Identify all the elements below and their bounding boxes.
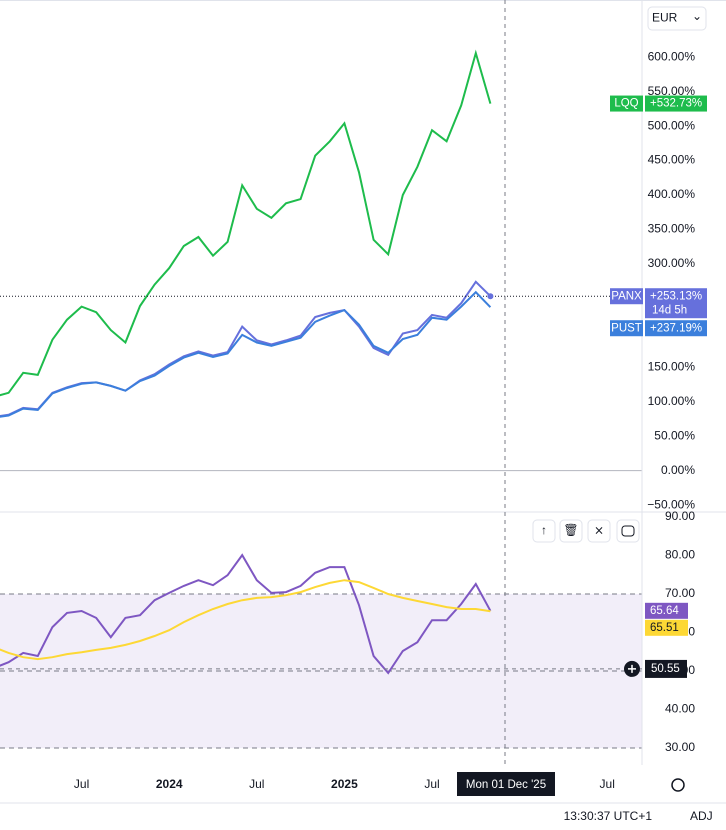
value-label: +253.13% <box>650 290 702 302</box>
value-tag <box>645 619 688 636</box>
y-tick-label: −50.00% <box>647 497 695 511</box>
x-tick-label: Jul <box>249 777 264 791</box>
crosshair-value: 50.55 <box>651 663 680 675</box>
y-tick-label: 0.00% <box>661 463 695 477</box>
line-series <box>0 280 492 418</box>
collapse-icon: ⨯ <box>594 523 604 537</box>
x-tick-label: 2025 <box>331 777 358 791</box>
crosshair-time-tag <box>457 772 555 796</box>
name-tag <box>610 288 643 305</box>
plot-area <box>0 49 642 749</box>
value-tag <box>645 288 707 319</box>
y-tick-label: 80.00 <box>665 548 695 562</box>
crosshair-time: Mon 01 Dec '25 <box>466 779 546 791</box>
add-icon <box>628 664 636 673</box>
line-series <box>0 579 491 661</box>
value-label: 65.64 <box>650 605 679 617</box>
line-series <box>0 49 492 397</box>
delete-button[interactable] <box>559 519 583 543</box>
value-label: 65.51 <box>650 622 679 634</box>
x-tick-label: Jul <box>600 777 615 791</box>
name-tag <box>610 320 643 337</box>
move-up-icon: ↑ <box>541 523 547 537</box>
value-tag <box>645 602 688 619</box>
y-tick-label: 550.00% <box>648 84 696 98</box>
y-tick-label: 600.00% <box>648 49 696 63</box>
dropdown-icon: ⌄ <box>692 9 702 23</box>
y-tick-label: 500.00% <box>648 118 696 132</box>
line-series <box>0 290 492 418</box>
value-tag <box>645 95 707 112</box>
y-tick-label: 150.00% <box>648 359 696 373</box>
clock: 13:30:37 UTC+1 <box>564 809 653 823</box>
value-tag <box>645 320 707 337</box>
legend-name: LQQ <box>614 98 638 110</box>
x-tick-label: 2024 <box>156 777 183 791</box>
countdown: 14d 5h <box>652 304 687 316</box>
legend-name: PUST <box>611 322 642 334</box>
y-tick-label: 70.00 <box>665 586 695 600</box>
maximize-icon <box>621 525 635 537</box>
currency-button[interactable] <box>647 6 707 31</box>
move-up-button[interactable] <box>532 519 556 543</box>
legend-name: PANX <box>611 290 642 302</box>
y-tick-label: 40.00 <box>665 702 695 716</box>
line-series <box>0 553 492 675</box>
name-tag <box>610 95 643 112</box>
y-tick-label: 300.00% <box>648 256 696 270</box>
delete-icon: 🗑 <box>563 523 578 537</box>
settings-button[interactable] <box>671 778 685 792</box>
y-tick-label: 450.00% <box>648 153 696 167</box>
value-label: +237.19% <box>650 322 702 334</box>
collapse-button[interactable] <box>587 519 611 543</box>
y-tick-label: 100.00% <box>648 394 696 408</box>
last-point <box>487 293 494 300</box>
y-tick-label: 30.00 <box>665 740 695 754</box>
pane-toolbar: ↑ 🗑 ⨯ <box>532 519 640 543</box>
y-tick-label: 400.00% <box>648 187 696 201</box>
adjust-toggle[interactable]: ADJ <box>690 809 713 823</box>
y-tick-label: 90.00 <box>665 509 695 523</box>
x-tick-label: Jul <box>424 777 439 791</box>
currency: EUR <box>652 11 678 25</box>
maximize-button[interactable] <box>616 519 640 543</box>
x-tick-label: Jul <box>74 777 89 791</box>
y-tick-label: 350.00% <box>648 222 696 236</box>
y-tick-label: 50.00% <box>654 428 695 442</box>
value-label: +532.73% <box>650 98 702 110</box>
crosshair-value-tag <box>645 659 687 678</box>
